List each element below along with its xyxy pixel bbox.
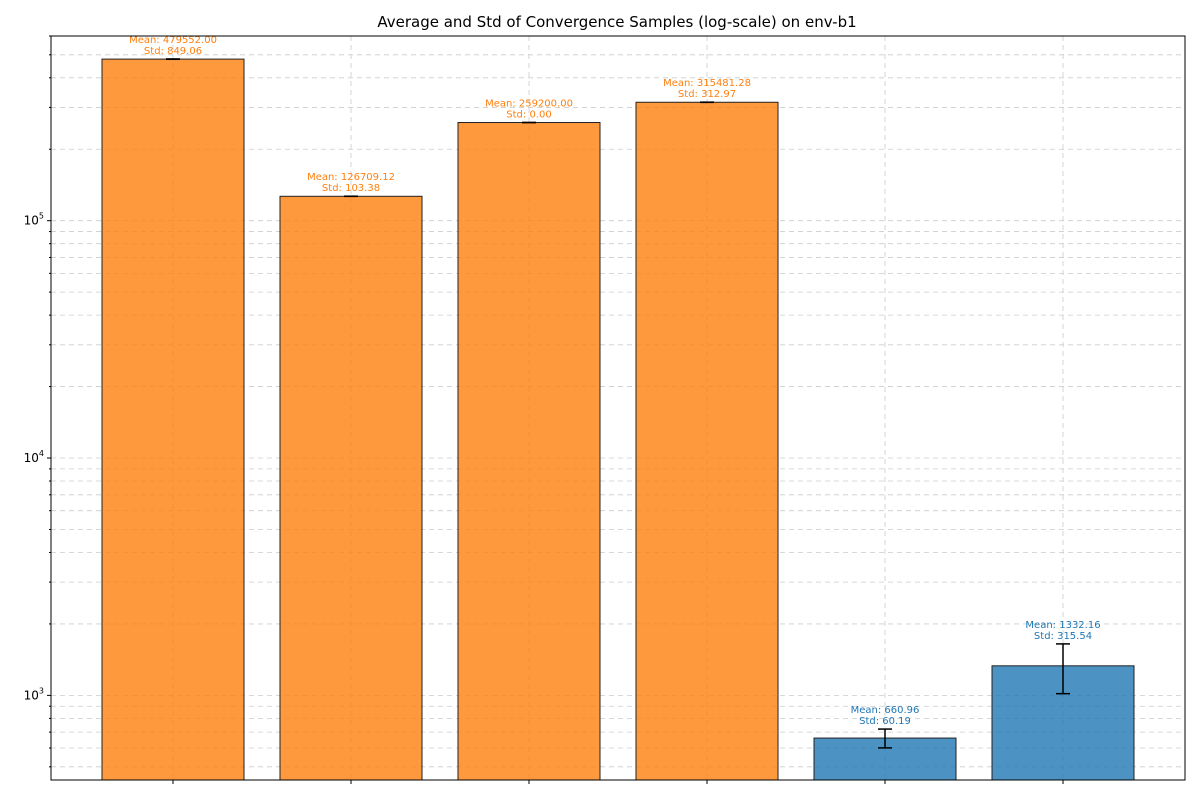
plot-frame (50, 35, 1186, 781)
y-tick-label: 105 (24, 212, 44, 228)
error-bars-layer (166, 58, 1070, 749)
bar-2 (279, 195, 423, 781)
data-label-mean-6: Mean: 1332.16 (1025, 620, 1100, 631)
bar-3 (457, 122, 601, 781)
data-label-std-3: Std: 0.00 (506, 110, 551, 121)
y-tick-label: 103 (24, 686, 44, 702)
data-label-std-4: Std: 312.97 (678, 89, 736, 100)
data-label-std-6: Std: 315.54 (1034, 631, 1092, 642)
data-label-mean-2: Mean: 126709.12 (307, 172, 395, 183)
chart-title: Average and Std of Convergence Samples (… (377, 13, 856, 31)
data-label-mean-5: Mean: 660.96 (851, 705, 920, 716)
data-label-mean-1: Mean: 479552.00 (129, 35, 217, 46)
y-tick-label: 104 (24, 449, 44, 465)
bar-1 (101, 58, 245, 781)
data-label-mean-4: Mean: 315481.28 (663, 78, 751, 89)
axis-layer: 103 104 105 (24, 35, 1064, 784)
data-label-mean-3: Mean: 259200.00 (485, 99, 573, 110)
data-label-std-5: Std: 60.19 (859, 716, 911, 727)
data-label-std-1: Std: 849.06 (144, 46, 202, 57)
data-label-std-2: Std: 103.38 (322, 183, 380, 194)
bar-4 (635, 101, 779, 781)
bars-layer (101, 58, 1135, 781)
